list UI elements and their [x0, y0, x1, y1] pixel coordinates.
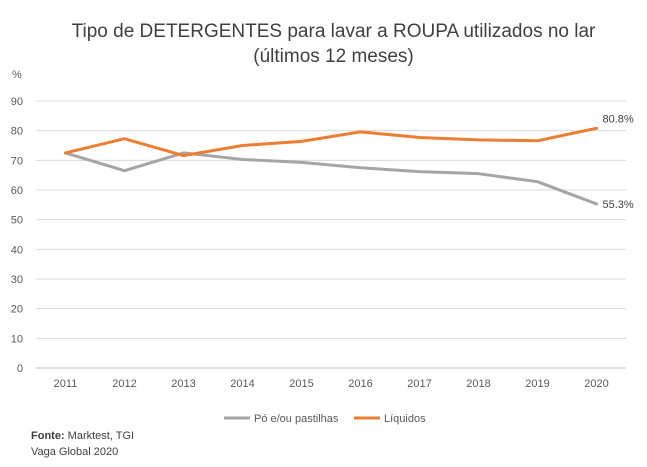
x-tick-label: 2018 [466, 378, 490, 390]
y-tick-label: 30 [11, 274, 23, 286]
x-tick-label: 2013 [171, 378, 195, 390]
x-tick-label: 2012 [112, 378, 136, 390]
x-tick-label: 2016 [348, 378, 372, 390]
y-tick-label: 20 [11, 304, 23, 316]
source-text: Marktest, TGI [64, 430, 135, 442]
y-tick-label: 50 [11, 215, 23, 227]
legend-item: Líquidos [354, 413, 426, 425]
series-line-po-pastilhas [64, 151, 598, 206]
data-label-liquidos: 80.8% [603, 113, 634, 125]
source-wave: Vaga Global 2020 [31, 446, 119, 458]
x-tick-label: 2019 [525, 378, 549, 390]
x-tick-labels: 2011 2012 2013 2014 2015 2016 2017 2018 2019 2020 [54, 378, 609, 390]
series-lines: 55.3% 80.8% [64, 113, 634, 211]
y-tick-label: 40 [11, 244, 23, 256]
x-tick-label: 2011 [54, 378, 78, 390]
source-label: Fonte: [31, 430, 65, 442]
x-tick-label: 2020 [584, 378, 608, 390]
chart-subtitle: (últimos 12 meses) [253, 46, 414, 67]
y-tick-label: 70 [11, 155, 23, 167]
y-tick-label: 80 [11, 126, 23, 138]
y-tick-label: 90 [11, 96, 23, 108]
chart-title: Tipo de DETERGENTES para lavar a ROUPA u… [71, 21, 596, 42]
y-tick-labels: 0 10 20 30 40 50 60 70 80 90 [11, 96, 23, 375]
x-tick-label: 2015 [289, 378, 313, 390]
x-tick-label: 2014 [230, 378, 254, 390]
source-line: Fonte: Marktest, TGI [31, 430, 134, 442]
series-line-liquidos [64, 126, 598, 158]
y-tick-label: 0 [17, 363, 23, 375]
y-tick-label: 60 [11, 185, 23, 197]
legend-label: Líquidos [384, 413, 426, 425]
y-axis-label: % [12, 69, 22, 81]
legend: Pó e/ou pastilhas Líquidos [224, 413, 426, 425]
y-tick-label: 10 [11, 333, 23, 345]
legend-label: Pó e/ou pastilhas [254, 413, 339, 425]
data-label-po-pastilhas: 55.3% [603, 199, 634, 211]
legend-item: Pó e/ou pastilhas [224, 413, 339, 425]
x-tick-label: 2017 [407, 378, 431, 390]
gridlines [36, 100, 626, 369]
